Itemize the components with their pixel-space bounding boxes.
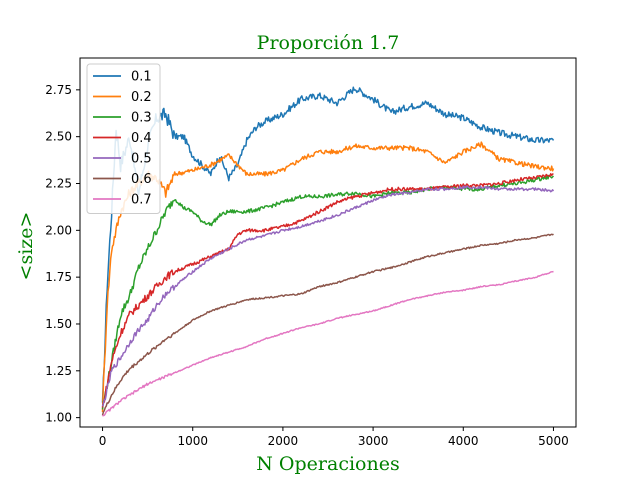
legend-label-0.1: 0.1	[131, 70, 152, 85]
y-axis-label: <size>	[15, 212, 37, 281]
series-line-0.6	[101, 233, 554, 416]
x-tick-label: 1000	[177, 434, 208, 448]
legend-box	[86, 63, 161, 214]
series-line-0.2	[101, 141, 555, 413]
chart-title: Proporción 1.7	[257, 32, 400, 54]
series-line-0.3	[101, 174, 555, 410]
x-tick-label: 2000	[268, 434, 299, 448]
series-line-0.5	[101, 185, 555, 407]
series-line-0.7	[101, 270, 554, 417]
y-tick-label: 1.50	[45, 317, 72, 331]
y-tick-label: 2.25	[45, 176, 72, 190]
y-tick-label: 2.75	[45, 83, 72, 97]
x-tick-label: 3000	[358, 434, 389, 448]
x-tick-label: 5000	[538, 434, 569, 448]
y-tick-label: 1.00	[45, 411, 72, 425]
legend-label-0.6: 0.6	[131, 172, 152, 187]
legend-label-0.7: 0.7	[131, 193, 152, 208]
series-layer	[101, 86, 555, 417]
y-tick-label: 2.50	[45, 130, 72, 144]
plot-frame	[79, 57, 577, 428]
legend-label-0.4: 0.4	[131, 131, 152, 146]
x-tick-label: 0	[99, 434, 107, 448]
series-line-0.1	[101, 86, 555, 403]
legend-label-0.5: 0.5	[131, 152, 152, 167]
x-axis-label: N Operaciones	[256, 453, 399, 475]
x-tick-label: 4000	[448, 434, 479, 448]
legend-label-0.3: 0.3	[131, 111, 152, 126]
legend-label-0.2: 0.2	[131, 90, 152, 105]
y-tick-label: 1.75	[45, 270, 72, 284]
y-tick-label: 2.00	[45, 223, 72, 237]
legend: 0.1 0.2 0.3 0.4 0.5 0.6 0.7	[86, 63, 161, 214]
ticks-layer: 0 1000 2000 3000 4000 5000 1.00 1.25 1.50 1.75 2.0…	[45, 83, 568, 448]
y-tick-label: 1.25	[45, 364, 72, 378]
